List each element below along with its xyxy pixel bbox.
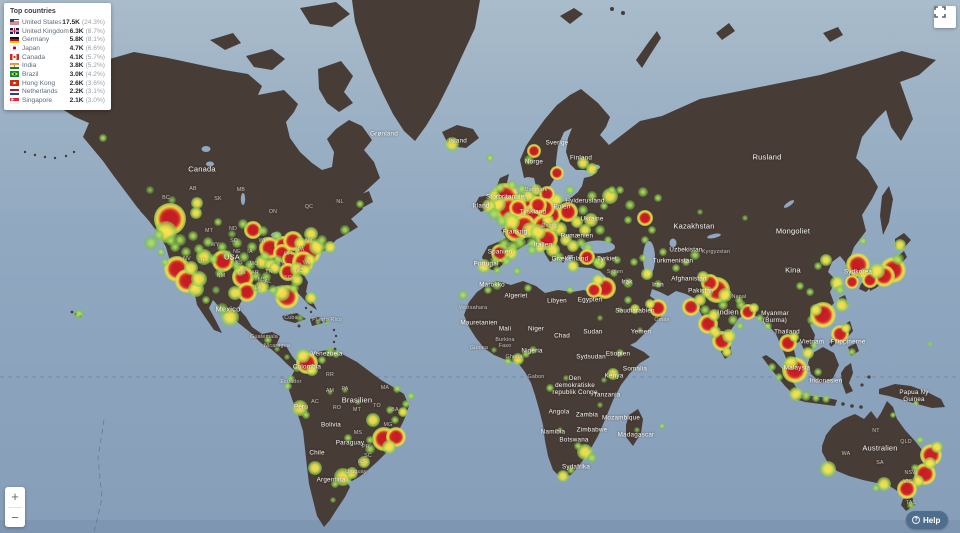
legend-country: Singapore	[22, 97, 53, 105]
legend-percent: (3.1%)	[85, 88, 105, 96]
top-countries-panel: Top countries United States 17.5K (24.3%) U…	[4, 3, 111, 110]
legend-value: 3.8K	[69, 62, 84, 70]
legend-value: 3.0K	[69, 70, 84, 78]
legend-row: United Kingdom 6.3K (8.7%)	[10, 27, 105, 36]
legend-row: India 3.8K (5.2%)	[10, 61, 105, 70]
landmasses	[23, 0, 945, 527]
legend-country: United Kingdom	[22, 27, 69, 35]
legend-country: United States	[22, 18, 62, 26]
question-mark-icon: ?	[912, 516, 920, 524]
legend-row: Brazil 3.0K (4.2%)	[10, 70, 105, 79]
legend-value: 6.3K	[69, 27, 84, 35]
legend-value: 4.1K	[69, 53, 84, 61]
legend-row: Singapore 2.1K (3.0%)	[10, 96, 105, 105]
sg-flag-icon	[10, 97, 19, 104]
zoom-divider	[8, 506, 22, 508]
legend-value: 5.8K	[69, 36, 84, 44]
ca-flag-icon	[10, 54, 19, 61]
legend-percent: (5.7%)	[85, 53, 105, 61]
jp-flag-icon	[10, 45, 19, 52]
legend-title: Top countries	[10, 8, 56, 15]
legend-percent: (5.2%)	[85, 62, 105, 70]
legend-country: Hong Kong	[22, 79, 55, 87]
legend-percent: (8.1%)	[85, 36, 105, 44]
legend-value: 2.2K	[69, 88, 84, 96]
legend-row: United States 17.5K (24.3%)	[10, 18, 105, 27]
legend-row: Germany 5.8K (8.1%)	[10, 35, 105, 44]
legend-value: 2.6K	[69, 79, 84, 87]
legend-value: 4.7K	[69, 44, 84, 52]
legend-row: Japan 4.7K (6.6%)	[10, 44, 105, 53]
map-edge-strip	[0, 520, 960, 533]
zoom-in-button[interactable]: +	[11, 489, 19, 505]
legend-percent: (24.3%)	[81, 18, 105, 26]
zoom-out-button[interactable]: −	[11, 509, 19, 525]
legend-country: Japan	[22, 44, 40, 52]
help-label: Help	[923, 515, 941, 525]
fullscreen-button[interactable]	[934, 6, 956, 28]
legend-row: Netherlands 2.2K (3.1%)	[10, 88, 105, 97]
legend-row: Canada 4.1K (5.7%)	[10, 53, 105, 62]
hk-flag-icon	[10, 80, 19, 87]
legend-percent: (3.0%)	[85, 97, 105, 105]
legend-country: Brazil	[22, 70, 39, 78]
legend-percent: (8.7%)	[85, 27, 105, 35]
legend-country: India	[22, 62, 37, 70]
us-flag-icon	[10, 19, 19, 26]
legend-row: Hong Kong 2.6K (3.6%)	[10, 79, 105, 88]
legend-percent: (6.6%)	[85, 44, 105, 52]
legend-rows: United States 17.5K (24.3%) United Kingdom 6…	[10, 18, 105, 105]
legend-percent: (4.2%)	[85, 70, 105, 78]
legend-country: Canada	[22, 53, 46, 61]
legend-percent: (3.6%)	[85, 79, 105, 87]
de-flag-icon	[10, 36, 19, 43]
legend-country: Germany	[22, 36, 50, 44]
legend-country: Netherlands	[22, 88, 58, 96]
fullscreen-icon	[934, 6, 946, 18]
in-flag-icon	[10, 62, 19, 69]
gb-flag-icon	[10, 28, 19, 35]
legend-value: 17.5K	[62, 18, 80, 26]
nl-flag-icon	[10, 88, 19, 95]
br-flag-icon	[10, 71, 19, 78]
legend-value: 2.1K	[69, 97, 84, 105]
help-button[interactable]: ? Help	[906, 511, 949, 529]
zoom-control: + −	[5, 487, 25, 527]
